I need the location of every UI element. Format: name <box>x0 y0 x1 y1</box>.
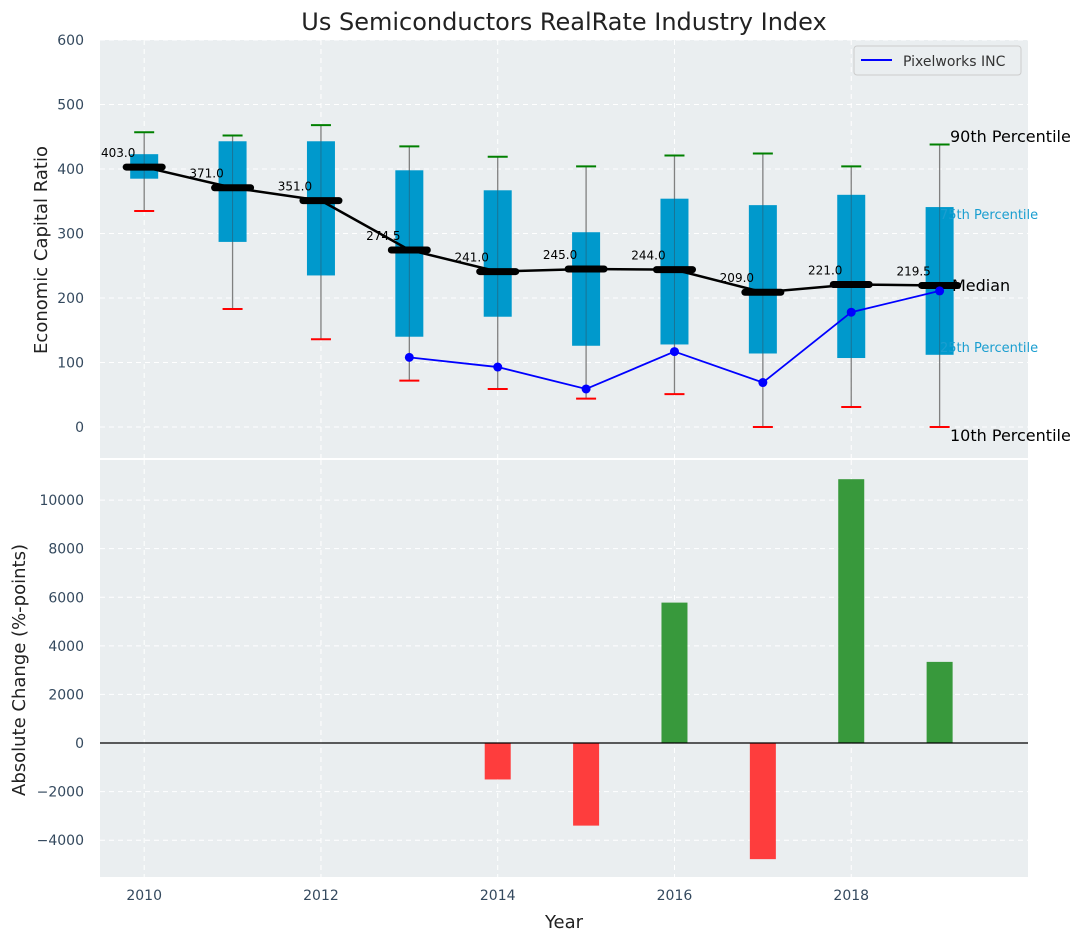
y-tick-label: 10000 <box>39 493 84 509</box>
y-tick-label: 100 <box>57 356 84 372</box>
y-tick-label: 200 <box>57 291 84 307</box>
pixelworks-point <box>669 347 679 357</box>
y-tick-label: 0 <box>75 736 84 752</box>
change-bar <box>838 479 865 744</box>
median-value-label: 209.0 <box>720 271 754 285</box>
annotation-25th-percentile: 25th Percentile <box>940 341 1038 356</box>
x-tick-label: 2010 <box>126 888 162 904</box>
y-tick-label: 4000 <box>48 639 84 655</box>
y-tick-label: 8000 <box>48 542 84 558</box>
change-bar <box>749 743 776 860</box>
annotation-75th-percentile: 75th Percentile <box>940 208 1038 223</box>
top-y-axis-label: Economic Capital Ratio <box>31 146 52 354</box>
change-bar <box>484 743 511 780</box>
annotation-median: Median <box>952 276 1010 295</box>
median-value-label: 371.0 <box>189 167 223 181</box>
bottom-plot-area <box>100 460 1028 877</box>
median-value-label: 245.0 <box>543 248 577 262</box>
bottom-grid <box>100 460 1028 877</box>
y-tick-label: −4000 <box>37 833 84 849</box>
pixelworks-point <box>758 378 768 388</box>
y-tick-label: 6000 <box>48 590 84 606</box>
x-axis-label: Year <box>544 912 584 933</box>
change-bars <box>100 479 1028 860</box>
bottom-y-axis-label: Absolute Change (%-points) <box>9 544 30 796</box>
pixelworks-point <box>404 352 414 362</box>
legend-box <box>853 45 1022 76</box>
median-trend-line <box>143 165 940 294</box>
chart-title: Us Semiconductors RealRate Industry Inde… <box>301 8 826 36</box>
change-bar <box>661 602 688 744</box>
median-line-group: 403.0 371.0 351.0 274.5 241.0 245.0 244.0 209.0… <box>101 146 962 296</box>
pixelworks-point <box>581 384 591 394</box>
change-bar <box>926 661 953 744</box>
annotation-10th-percentile: 10th Percentile <box>950 426 1071 445</box>
pixelworks-series <box>404 286 945 394</box>
pixelworks-point <box>493 362 503 372</box>
pixelworks-point <box>846 307 856 317</box>
median-value-label: 221.0 <box>808 263 842 277</box>
median-value-label: 219.5 <box>896 264 930 278</box>
y-tick-label: 600 <box>57 33 84 49</box>
y-tick-label: 300 <box>57 227 84 243</box>
annotation-90th-percentile: 90th Percentile <box>950 127 1071 146</box>
median-value-label: 241.0 <box>455 251 489 265</box>
y-tick-label: 500 <box>57 98 84 114</box>
legend: Pixelworks INC <box>853 45 1022 76</box>
y-tick-label: 0 <box>75 420 84 436</box>
x-tick-label: 2018 <box>833 888 869 904</box>
median-value-label: 351.0 <box>278 180 312 194</box>
y-tick-label: 400 <box>57 162 84 178</box>
x-tick-label: 2012 <box>303 888 339 904</box>
pixelworks-point <box>935 286 945 296</box>
median-value-label: 403.0 <box>101 146 135 160</box>
y-tick-label: −2000 <box>37 785 84 801</box>
median-value-label: 244.0 <box>631 249 665 263</box>
legend-label: Pixelworks INC <box>903 54 1006 70</box>
x-tick-label: 2016 <box>657 888 693 904</box>
top-plot-area <box>100 40 1028 458</box>
y-tick-label: 2000 <box>48 687 84 703</box>
x-tick-label: 2014 <box>480 888 516 904</box>
median-value-label: 274.5 <box>366 229 400 243</box>
change-bar <box>573 743 600 826</box>
axis-ticks: 0 100 200 300 400 500 600 −4000 −2000 0 2000 4000 60… <box>37 33 869 904</box>
